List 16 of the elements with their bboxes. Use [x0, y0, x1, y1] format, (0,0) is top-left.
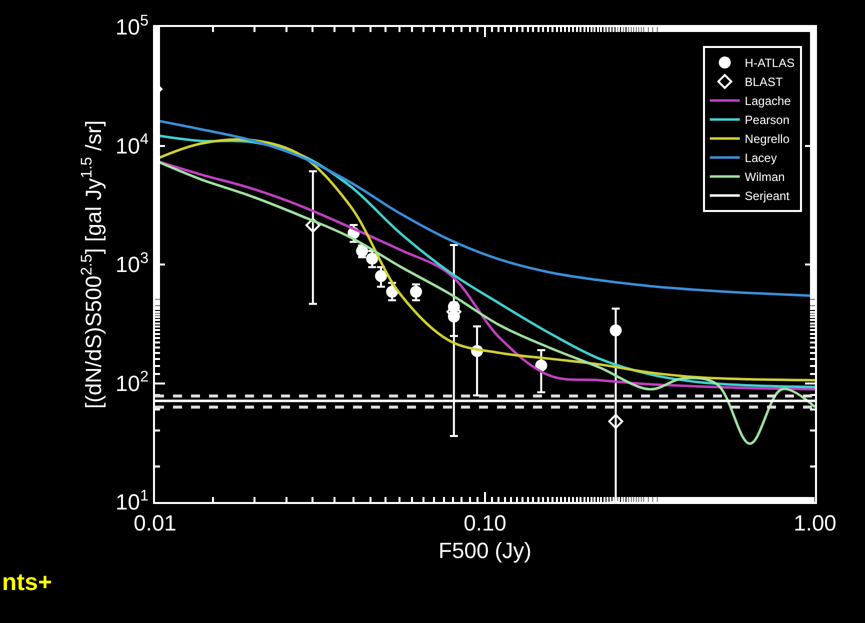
legend-label: Serjeant	[744, 189, 790, 204]
text: nts+	[2, 569, 52, 596]
x-axis-title: F500 (Jy)	[438, 538, 532, 563]
legend-label: Lagache	[744, 94, 792, 108]
y-tick-label: 10$^{5}$	[116, 12, 149, 40]
x-tick-label: 0.10	[464, 510, 506, 536]
legend-label: Wilman	[744, 170, 785, 184]
legend-label: Pearson	[744, 113, 790, 128]
legend-label: H-ATLAS	[744, 56, 795, 70]
legend-label: Negrello	[744, 132, 790, 146]
y-tick-label: 10$^{3}$	[116, 250, 149, 278]
legend-label: BLAST	[744, 75, 784, 90]
legend-label: Lacey	[744, 151, 777, 166]
x-tick-label: 1.00	[794, 510, 836, 536]
y-tick-label: 10$^{4}$	[116, 131, 150, 158]
y-tick-label: 10$^{2}$	[116, 368, 149, 396]
